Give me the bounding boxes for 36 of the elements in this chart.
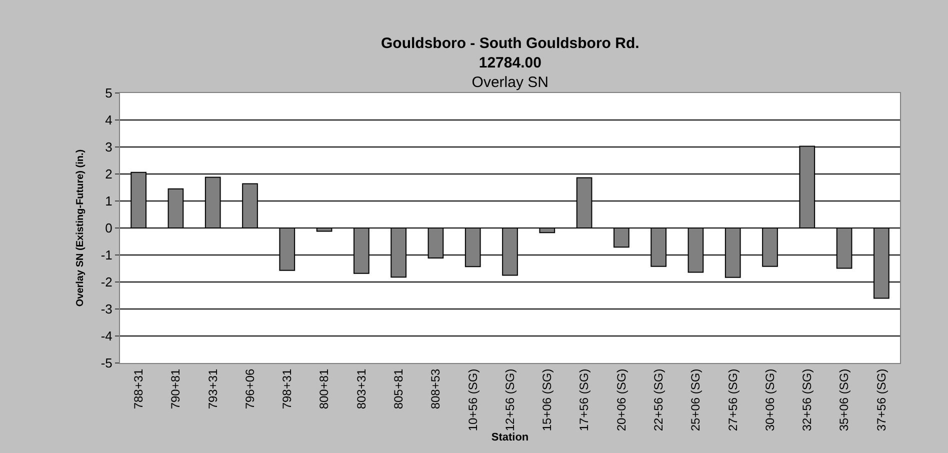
x-axis-title: Station xyxy=(491,431,529,444)
y-axis-title: Overlay SN (Existing-Future) (in.) xyxy=(74,149,86,307)
x-tick-label: 805+81 xyxy=(391,368,406,410)
x-tick-label: 798+31 xyxy=(280,368,294,410)
chart-title: Gouldsboro - South Gouldsboro Rd. 12784.00 xyxy=(381,35,640,72)
x-tick-label: 30+06 (SG) xyxy=(762,368,777,432)
x-tick-label: 790+81 xyxy=(168,368,183,410)
x-tick-label: 803+31 xyxy=(354,368,368,410)
y-tick-label: 4 xyxy=(105,112,112,128)
x-tick-label: 10+56 (SG) xyxy=(466,368,480,432)
x-tick-label: 788+31 xyxy=(131,368,146,410)
x-tick-label: 15+06 (SG) xyxy=(540,368,554,432)
y-tick-label: 2 xyxy=(105,166,112,182)
y-tick-label: 5 xyxy=(105,86,112,101)
y-tick-label: -1 xyxy=(100,248,112,263)
y-tick-label: 3 xyxy=(105,140,112,155)
x-tick-label: 17+56 (SG) xyxy=(577,368,592,432)
x-tick-label: 22+56 (SG) xyxy=(651,368,666,432)
x-tick-label: 27+56 (SG) xyxy=(726,368,740,432)
x-tick-label: 800+81 xyxy=(317,368,332,410)
chart-subtitle: Overlay SN xyxy=(472,74,548,91)
x-tick-label: 793+31 xyxy=(206,368,220,410)
x-tick-label: 808+53 xyxy=(428,368,443,410)
x-tick-label: 32+56 (SG) xyxy=(800,368,814,432)
y-tick-label: 1 xyxy=(105,194,112,209)
x-tick-label: 25+06 (SG) xyxy=(688,368,703,432)
y-tick-label: -3 xyxy=(100,302,112,317)
x-tick-label: 37+56 (SG) xyxy=(874,368,888,432)
x-tick-label: 12+56 (SG) xyxy=(502,368,517,432)
x-tick-label: 20+06 (SG) xyxy=(614,368,628,432)
x-tick-label: 35+06 (SG) xyxy=(837,368,852,432)
y-tick-label: -4 xyxy=(100,328,112,344)
x-tick-label: 796+06 xyxy=(242,368,257,410)
y-tick-label: -2 xyxy=(100,274,112,290)
y-tick-label: 0 xyxy=(105,220,112,236)
y-tick-label: -5 xyxy=(100,356,112,371)
